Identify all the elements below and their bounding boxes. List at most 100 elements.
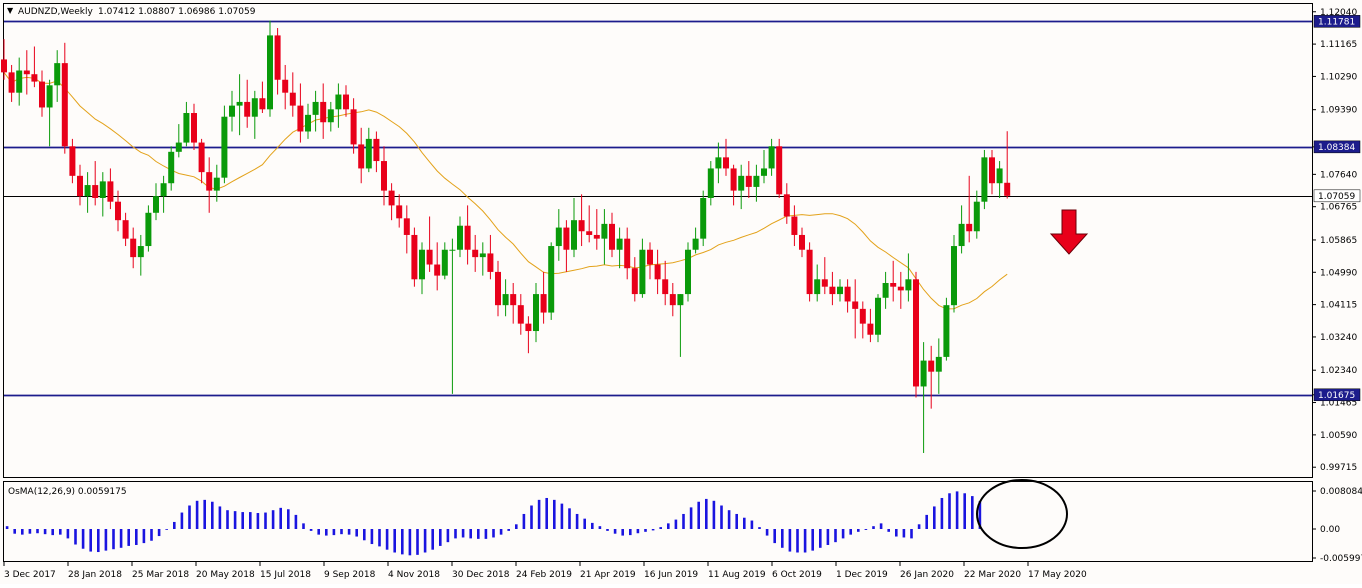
osma-bar-91	[697, 501, 700, 529]
osma-bar-76	[583, 518, 586, 529]
candle-body-57	[434, 264, 441, 276]
osma-bar-105	[803, 529, 807, 553]
osma-bar-90	[689, 507, 693, 529]
osma-bar-21	[165, 529, 168, 530]
candle-body-96	[730, 168, 737, 191]
osma-panel-frame	[3, 481, 1313, 562]
down-arrow-icon	[1049, 209, 1089, 255]
price-tick-label-15: 0.99715	[1320, 463, 1357, 473]
osma-bar-95	[727, 510, 731, 529]
candle-body-98	[745, 175, 752, 187]
candle-body-51	[388, 190, 395, 206]
candle-body-28	[213, 177, 220, 191]
osma-bar-4	[36, 529, 39, 534]
candle-body-12	[92, 185, 99, 199]
osma-bar-122	[933, 506, 936, 529]
osma-bar-89	[682, 513, 685, 529]
osma-bar-3	[28, 529, 32, 534]
candle-body-81	[616, 238, 623, 250]
osma-bar-106	[811, 529, 814, 551]
candle-body-126	[958, 223, 965, 247]
candle-body-55	[419, 249, 425, 280]
candle-body-131	[996, 168, 1003, 184]
candle-body-21	[160, 183, 167, 197]
osma-bar-50	[385, 529, 389, 550]
price-panel-frame	[3, 3, 1313, 478]
candle-body-90	[685, 249, 691, 295]
candle-body-1	[8, 72, 15, 93]
osma-bar-0	[5, 526, 9, 529]
osma-bar-97	[743, 517, 746, 529]
candle-body-7	[54, 63, 61, 86]
osma-bar-118	[902, 529, 906, 538]
candle-body-105	[799, 234, 805, 250]
osma-label: OsMA(12,26,9) 0.0059175	[8, 487, 127, 497]
candle-body-87	[662, 279, 669, 295]
price-tick-label-3: 1.09390	[1320, 106, 1357, 116]
osma-bar-65	[499, 529, 503, 535]
osma-bar-67	[515, 524, 518, 529]
price-tick-label-5: 1.07640	[1320, 170, 1357, 180]
candle-body-63	[479, 253, 486, 258]
osma-bar-114	[872, 526, 875, 529]
candle-body-47	[358, 144, 365, 169]
candle-body-114	[867, 323, 874, 335]
price-label-box-3	[1313, 388, 1361, 402]
candle-body-132	[1004, 182, 1011, 196]
candle-body-71	[540, 294, 547, 313]
candle-body-129	[981, 157, 988, 202]
candle-body-74	[563, 227, 570, 250]
candle-body-13	[99, 181, 106, 199]
osma-bar-47	[363, 529, 366, 541]
price-axis: 1.12040 1.11165 1.10290 1.09390 1.08384 1.076…	[1312, 8, 1361, 473]
osma-bar-86	[659, 527, 662, 529]
candle-body-107	[814, 279, 821, 295]
candle-body-111	[844, 286, 851, 302]
time-tick-label-11: 11 Aug 2019	[708, 570, 766, 580]
osma-bar-52	[401, 529, 404, 555]
candle-body-24	[183, 113, 190, 143]
osma-bar-40	[309, 529, 313, 531]
osma-bar-123	[940, 497, 944, 529]
osma-bar-5	[43, 529, 47, 535]
osma-bar-8	[66, 529, 70, 539]
osma-bar-51	[393, 529, 396, 553]
osma-bar-108	[826, 529, 830, 545]
osma-bar-119	[910, 529, 913, 539]
osma-bar-6	[51, 529, 54, 536]
osma-bar-88	[674, 519, 678, 529]
osma-bar-113	[864, 529, 868, 530]
candle-body-83	[631, 268, 638, 295]
osma-bar-73	[560, 503, 564, 529]
osma-tick-label-0: 0.0080847	[1320, 487, 1362, 497]
osma-bar-59	[454, 529, 457, 539]
osma-bar-94	[720, 505, 723, 529]
osma-bar-26	[203, 499, 206, 529]
menu-triangle-icon[interactable]: ▼	[7, 6, 14, 15]
time-tick-label-8: 24 Feb 2019	[516, 570, 572, 580]
price-tick-label-2: 1.10290	[1320, 72, 1357, 82]
candle-body-85	[647, 249, 653, 265]
candle-body-128	[973, 201, 980, 232]
candle-body-48	[365, 138, 372, 169]
osma-bar-2	[21, 529, 24, 535]
osma-bar-84	[644, 529, 647, 532]
osma-bar-62	[477, 529, 480, 539]
candle-body-59	[449, 249, 456, 251]
candle-body-124	[943, 305, 950, 357]
candle-body-50	[381, 161, 387, 191]
candle-body-9	[69, 146, 76, 176]
osma-bar-83	[636, 529, 640, 534]
osma-bar-74	[568, 508, 571, 529]
price-label-1: 1.08384	[1318, 143, 1355, 153]
osma-bar-28	[218, 506, 222, 529]
candle-body-45	[343, 94, 349, 110]
osma-bar-127	[971, 496, 974, 529]
osma-bar-56	[431, 529, 434, 550]
osma-bar-17	[135, 529, 138, 545]
time-tick-label-2: 25 Mar 2018	[132, 570, 189, 580]
osma-bar-46	[355, 529, 358, 537]
candle-body-14	[107, 181, 114, 202]
